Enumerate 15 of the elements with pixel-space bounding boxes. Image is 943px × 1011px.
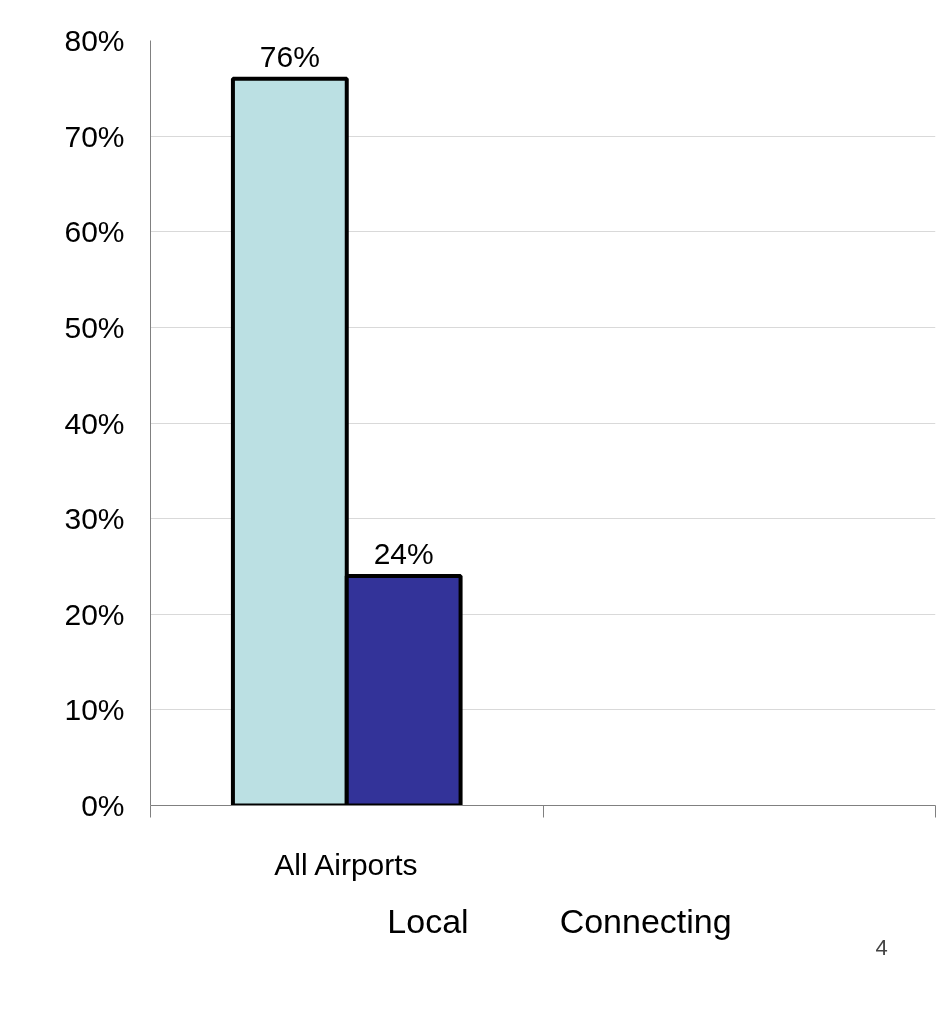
text: Connecting <box>559 901 732 940</box>
y-tick-label: 0% <box>81 789 125 822</box>
y-tick-label: 30% <box>64 502 125 536</box>
y-tick-label: 40% <box>64 406 125 440</box>
y-tick-label: 80% <box>64 24 125 57</box>
y-tick-label: 60% <box>64 215 125 249</box>
y-tick-label: 20% <box>64 597 125 631</box>
data-label: 24% <box>373 537 434 570</box>
x-tick-label: All Airports <box>274 847 418 881</box>
text: 4 <box>875 934 888 960</box>
data-label: 76% <box>259 39 320 73</box>
y-tick-label: 10% <box>64 693 125 727</box>
y-tick-label: 50% <box>64 310 125 344</box>
y-tick-label: 70% <box>64 119 125 153</box>
text: Local <box>387 901 469 940</box>
